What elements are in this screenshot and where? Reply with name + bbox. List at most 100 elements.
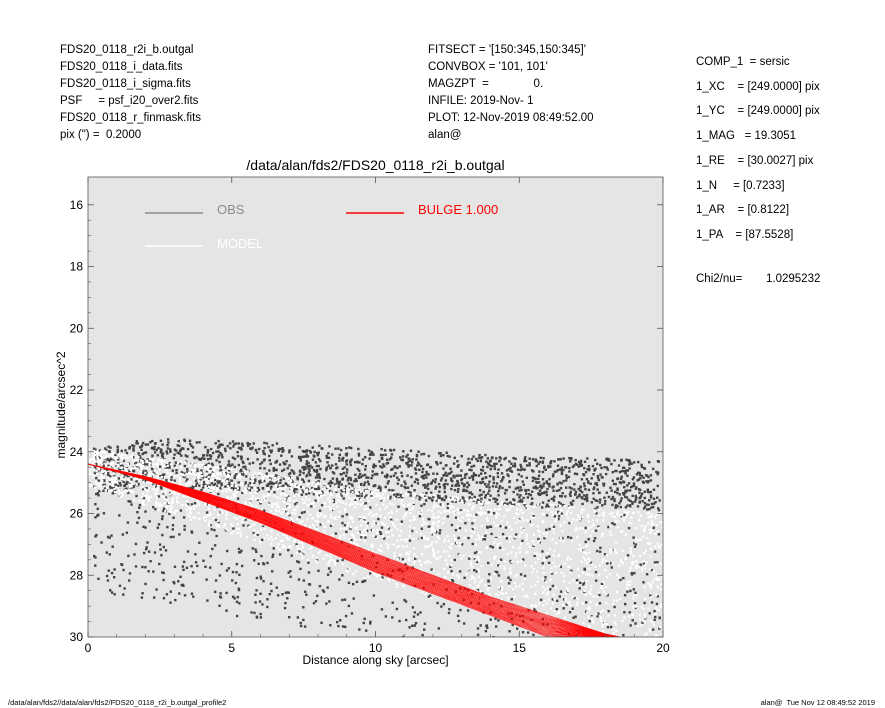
model-point (488, 592, 491, 595)
model-point (480, 510, 483, 513)
obs-point (235, 562, 239, 566)
model-point (145, 481, 149, 484)
model-point (133, 464, 136, 467)
obs-point (498, 459, 501, 463)
model-point (217, 484, 221, 487)
obs-point (488, 474, 492, 478)
obs-point (405, 462, 408, 465)
model-point (248, 525, 251, 529)
model-point (115, 468, 118, 471)
model-point (175, 500, 179, 503)
obs-point (179, 509, 183, 512)
model-point (370, 545, 374, 549)
obs-point (335, 477, 339, 481)
model-point (144, 488, 147, 491)
model-point (548, 598, 551, 601)
model-point (222, 490, 225, 493)
obs-point (334, 532, 338, 535)
obs-point (290, 455, 294, 458)
obs-point (606, 626, 610, 629)
model-point (553, 609, 556, 613)
obs-point (263, 446, 266, 450)
obs-point (323, 477, 326, 481)
model-point (351, 520, 355, 523)
obs-point (244, 518, 247, 521)
model-point (569, 557, 573, 561)
obs-point (601, 504, 604, 507)
obs-point (284, 499, 287, 502)
obs-point (616, 488, 619, 492)
model-point (249, 518, 252, 521)
obs-point (344, 625, 347, 629)
model-point (323, 487, 326, 490)
model-point (471, 576, 474, 579)
obs-point (545, 493, 549, 497)
model-point (617, 520, 620, 523)
obs-point (104, 447, 107, 450)
obs-point (385, 473, 389, 476)
model-point (146, 459, 149, 462)
model-point (450, 559, 453, 562)
model-point (600, 534, 604, 537)
model-point (338, 537, 341, 540)
model-point (124, 454, 127, 457)
model-point (166, 471, 170, 475)
model-point (423, 561, 426, 564)
obs-point (144, 469, 147, 473)
obs-point (348, 446, 351, 449)
model-point (301, 498, 304, 501)
obs-point (483, 496, 487, 499)
obs-point (202, 480, 206, 484)
obs-point (229, 447, 232, 450)
model-point (500, 500, 504, 503)
model-point (196, 472, 199, 475)
obs-point (97, 577, 100, 581)
obs-point (259, 466, 262, 470)
model-point (143, 503, 146, 506)
obs-point (454, 500, 457, 503)
obs-point (498, 485, 502, 488)
obs-point (278, 553, 282, 556)
obs-point (335, 490, 338, 494)
obs-point (144, 443, 147, 446)
obs-point (258, 600, 262, 603)
obs-point (133, 553, 136, 556)
obs-point (355, 580, 359, 584)
model-point (285, 508, 288, 511)
model-point (608, 530, 612, 534)
obs-point (241, 491, 244, 495)
model-point (398, 554, 402, 557)
obs-point (293, 489, 296, 492)
model-point (282, 511, 286, 514)
obs-point (241, 444, 244, 447)
obs-point (406, 474, 409, 477)
model-point (391, 491, 394, 494)
model-point (288, 503, 291, 506)
model-point (116, 456, 119, 460)
obs-point (132, 469, 135, 473)
obs-point (424, 474, 427, 477)
obs-point (340, 483, 343, 486)
model-point (176, 474, 179, 478)
obs-point (503, 502, 507, 505)
model-point (437, 590, 440, 593)
model-point (91, 451, 94, 455)
model-point (294, 512, 297, 515)
model-point (425, 546, 428, 549)
model-point (247, 504, 250, 508)
model-point (563, 574, 566, 578)
model-point (465, 573, 468, 576)
header-middle: FITSECT = '[150:345,150:345]' CONVBOX = '… (428, 42, 594, 144)
model-point (307, 559, 310, 562)
model-point (332, 517, 335, 520)
obs-point (141, 441, 145, 445)
obs-point (461, 496, 464, 499)
obs-point (523, 457, 527, 461)
model-point (590, 525, 593, 528)
model-point (469, 514, 472, 517)
obs-point (301, 489, 304, 492)
model-point (155, 496, 158, 499)
obs-point (188, 439, 192, 442)
model-point (616, 512, 619, 516)
obs-point (590, 615, 593, 618)
